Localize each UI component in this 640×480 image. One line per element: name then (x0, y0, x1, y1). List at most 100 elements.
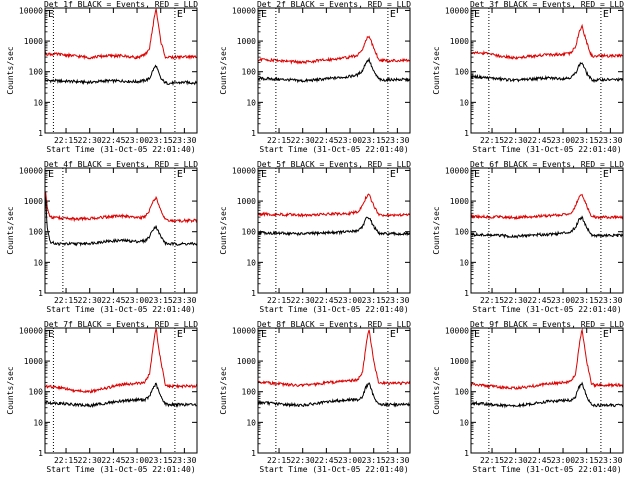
series-lld-line (257, 35, 411, 65)
y-tick-label: 1000 (450, 37, 469, 46)
series-lld-line (44, 328, 198, 394)
x-tick-label: 22:45 (527, 456, 551, 465)
plot-frame (44, 7, 198, 134)
y-axis-label: Counts/sec (432, 366, 441, 414)
y-axis-label: Counts/sec (6, 366, 15, 414)
x-axis-label: Start Time (31-Oct-05 22:01:40) (46, 465, 195, 474)
series-lld-line (257, 193, 411, 218)
edge-marker-right: E (177, 329, 183, 340)
x-tick-label: 22:45 (101, 136, 125, 145)
y-tick-label: 100 (242, 228, 257, 237)
edge-marker-right: E (177, 169, 183, 180)
x-tick-label: 23:15 (575, 136, 599, 145)
x-tick-label: 23:15 (149, 296, 173, 305)
y-tick-label: 100 (455, 68, 470, 77)
x-tick-label: 23:00 (125, 136, 149, 145)
x-tick-label: 22:30 (291, 296, 315, 305)
y-tick-label: 10 (33, 98, 43, 107)
x-tick-label: 23:15 (575, 296, 599, 305)
series-events-line (470, 61, 624, 83)
x-tick-label: 23:00 (551, 136, 575, 145)
y-tick-label: 1 (464, 449, 469, 458)
x-tick-label: 22:15 (267, 136, 291, 145)
panel-title: Det 7f BLACK = Events, RED = LLD (44, 320, 198, 329)
x-tick-label: 23:30 (172, 456, 196, 465)
edge-marker-left: E (474, 9, 480, 20)
plot-frame (470, 327, 624, 454)
x-axis-label: Start Time (31-Oct-05 22:01:40) (46, 145, 195, 154)
y-tick-label: 10000 (19, 6, 43, 15)
x-tick-label: 23:00 (338, 456, 362, 465)
x-tick-label: 23:00 (338, 296, 362, 305)
panel-title: Det 6f BLACK = Events, RED = LLD (470, 160, 624, 169)
y-tick-label: 1 (464, 129, 469, 138)
panel-title: Det 1f BLACK = Events, RED = LLD (44, 0, 198, 9)
x-tick-label: 23:00 (551, 296, 575, 305)
edge-marker-left: E (261, 9, 267, 20)
x-axis-label: Start Time (31-Oct-05 22:01:40) (46, 305, 195, 314)
edge-marker-right: E (603, 329, 609, 340)
edge-marker-right: E (177, 9, 183, 20)
x-tick-label: 23:15 (362, 136, 386, 145)
y-tick-label: 10000 (445, 326, 469, 335)
x-tick-label: 22:15 (480, 136, 504, 145)
panel-title: Det 5f BLACK = Events, RED = LLD (257, 160, 411, 169)
series-lld-line (257, 329, 411, 388)
x-tick-label: 22:30 (504, 136, 528, 145)
x-tick-label: 22:30 (504, 456, 528, 465)
edge-marker-left: E (261, 169, 267, 180)
edge-marker-left: E (261, 329, 267, 340)
panel-title: Det 9f BLACK = Events, RED = LLD (470, 320, 624, 329)
x-tick-label: 23:00 (125, 296, 149, 305)
series-lld-line (44, 191, 198, 224)
x-tick-label: 22:15 (267, 296, 291, 305)
edge-marker-right: E (390, 329, 396, 340)
y-tick-label: 1 (251, 449, 256, 458)
y-tick-label: 10000 (445, 166, 469, 175)
y-tick-label: 1000 (24, 37, 43, 46)
x-tick-label: 22:30 (78, 296, 102, 305)
x-tick-label: 22:15 (54, 456, 78, 465)
y-tick-label: 100 (29, 228, 44, 237)
x-tick-label: 23:30 (598, 456, 622, 465)
x-tick-label: 23:15 (575, 456, 599, 465)
x-tick-label: 23:00 (125, 456, 149, 465)
plot-frame (257, 167, 411, 294)
y-tick-label: 10 (33, 418, 43, 427)
y-axis-label: Counts/sec (432, 46, 441, 94)
series-lld-line (470, 328, 624, 391)
y-tick-label: 1 (464, 289, 469, 298)
y-axis-label: Counts/sec (219, 206, 228, 254)
x-tick-label: 22:45 (101, 296, 125, 305)
y-axis-label: Counts/sec (432, 206, 441, 254)
plot-frame (44, 327, 198, 454)
y-tick-label: 10 (459, 418, 469, 427)
y-axis-label: Counts/sec (6, 206, 15, 254)
x-tick-label: 22:15 (54, 136, 78, 145)
x-tick-label: 23:30 (385, 456, 409, 465)
y-tick-label: 1000 (237, 357, 256, 366)
y-tick-label: 1000 (450, 357, 469, 366)
y-tick-label: 1 (38, 289, 43, 298)
y-tick-label: 1 (38, 449, 43, 458)
edge-marker-right: E (603, 9, 609, 20)
y-tick-label: 1000 (24, 357, 43, 366)
x-tick-label: 22:15 (480, 296, 504, 305)
series-lld-line (44, 8, 198, 60)
edge-marker-right: E (390, 9, 396, 20)
x-tick-label: 22:45 (314, 136, 338, 145)
y-tick-label: 100 (29, 68, 44, 77)
x-axis-label: Start Time (31-Oct-05 22:01:40) (259, 465, 408, 474)
series-events-line (470, 215, 624, 239)
y-tick-label: 10000 (19, 326, 43, 335)
y-tick-label: 100 (455, 388, 470, 397)
x-tick-label: 22:30 (78, 136, 102, 145)
x-tick-label: 22:30 (78, 456, 102, 465)
x-tick-label: 22:30 (291, 456, 315, 465)
